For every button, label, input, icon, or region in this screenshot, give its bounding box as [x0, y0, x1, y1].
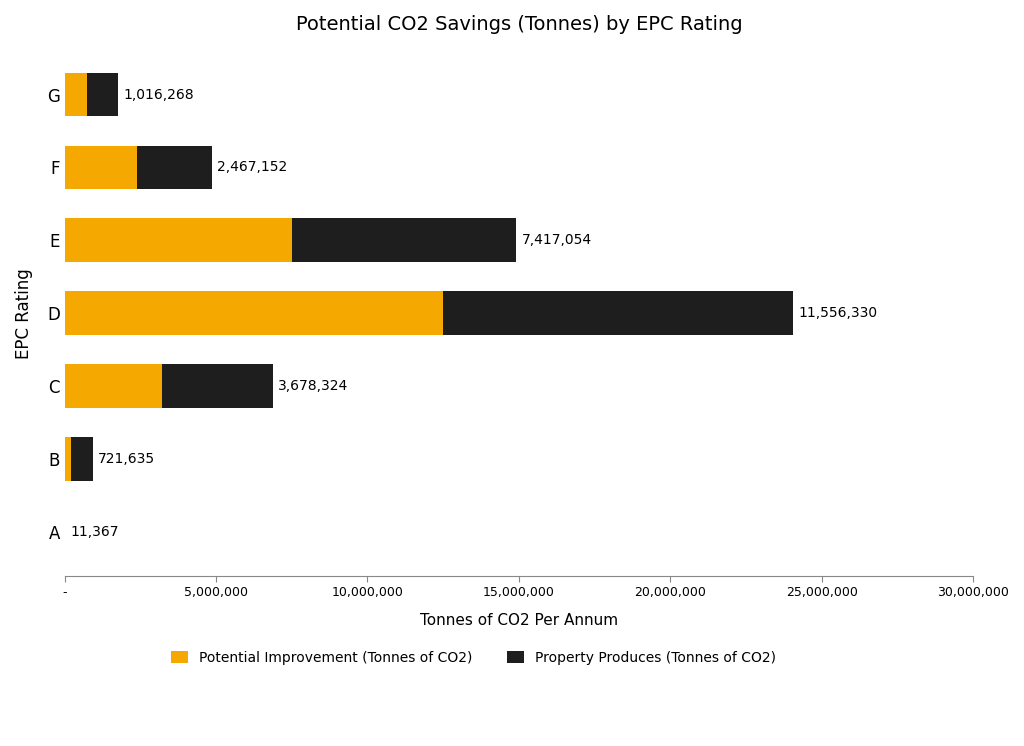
Title: Potential CO2 Savings (Tonnes) by EPC Rating: Potential CO2 Savings (Tonnes) by EPC Ra…: [296, 15, 742, 34]
Bar: [65, 72, 87, 116]
Bar: [292, 219, 516, 263]
Text: 11,556,330: 11,556,330: [799, 307, 878, 320]
Text: 1,016,268: 1,016,268: [124, 87, 195, 101]
Bar: [162, 364, 273, 408]
Bar: [87, 72, 118, 116]
Bar: [71, 437, 92, 481]
Text: 3,678,324: 3,678,324: [279, 379, 348, 393]
Text: 11,367: 11,367: [71, 525, 119, 539]
Text: 7,417,054: 7,417,054: [522, 233, 592, 248]
Bar: [65, 437, 71, 481]
X-axis label: Tonnes of CO2 Per Annum: Tonnes of CO2 Per Annum: [420, 613, 617, 628]
Bar: [65, 145, 137, 189]
Legend: Potential Improvement (Tonnes of CO2), Property Produces (Tonnes of CO2): Potential Improvement (Tonnes of CO2), P…: [171, 651, 776, 665]
Text: 2,467,152: 2,467,152: [217, 160, 288, 175]
Text: 721,635: 721,635: [98, 452, 155, 466]
Bar: [443, 292, 793, 335]
Y-axis label: EPC Rating: EPC Rating: [15, 268, 33, 359]
Bar: [65, 292, 443, 335]
Bar: [65, 219, 292, 263]
Bar: [137, 145, 212, 189]
Bar: [65, 364, 162, 408]
